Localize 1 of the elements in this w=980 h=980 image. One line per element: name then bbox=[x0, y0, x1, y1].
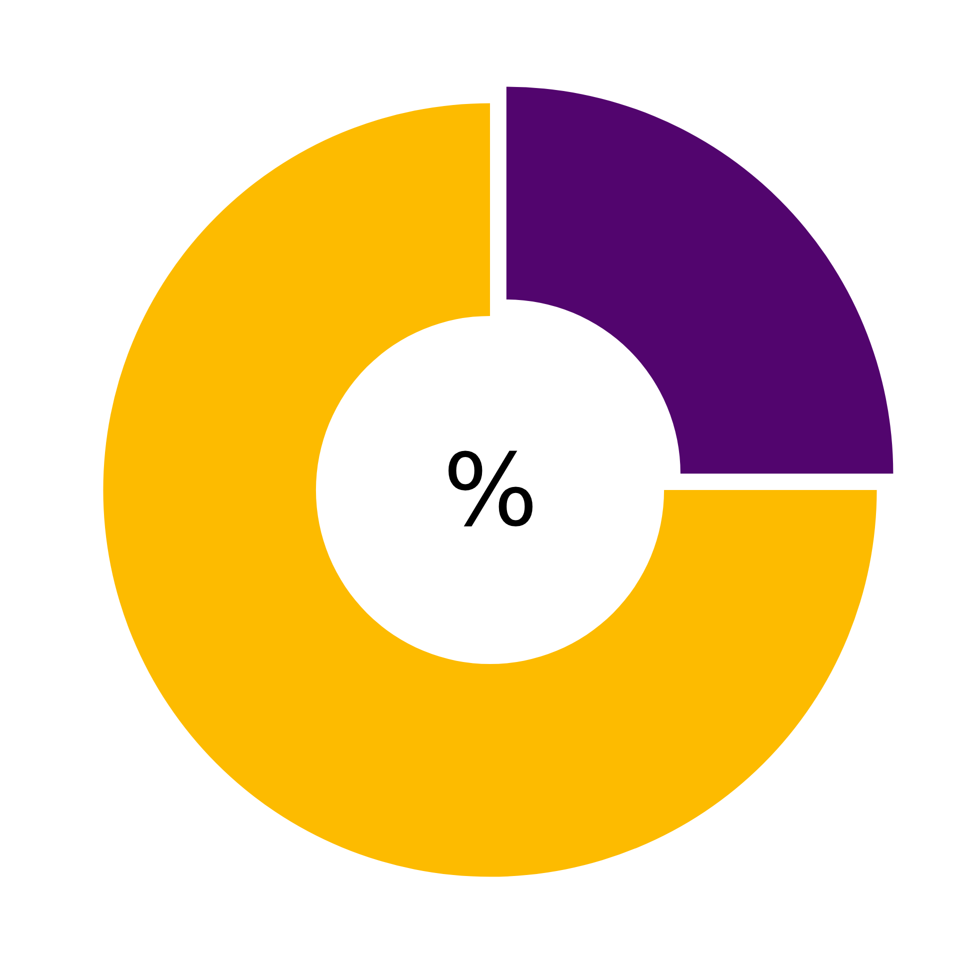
text: % bbox=[443, 432, 538, 549]
